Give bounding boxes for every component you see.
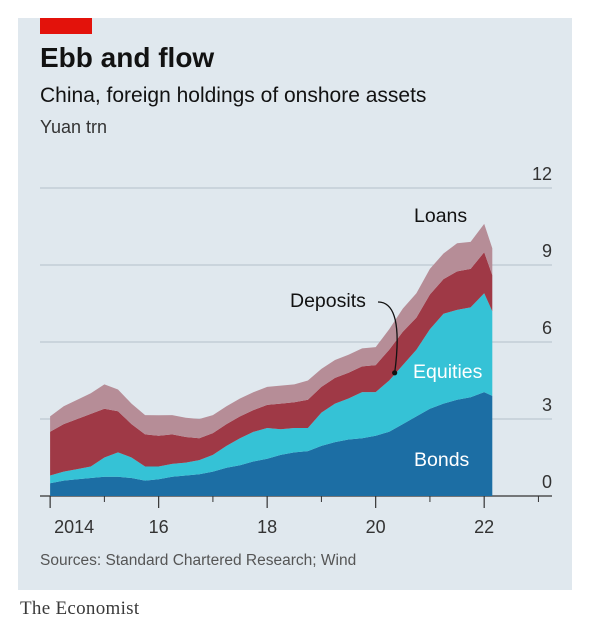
publisher-brand: The Economist bbox=[20, 598, 140, 619]
unit-label: Yuan trn bbox=[40, 117, 108, 137]
y-tick-label: 9 bbox=[542, 241, 552, 261]
label-loans: Loans bbox=[414, 205, 467, 227]
chart-subtitle: China, foreign holdings of onshore asset… bbox=[40, 84, 427, 107]
red-tag-decoration bbox=[40, 18, 92, 34]
label-deposits: Deposits bbox=[290, 290, 366, 312]
x-tick-label: 22 bbox=[474, 517, 494, 537]
deposits-arrow bbox=[377, 301, 398, 373]
x-tick-label: 16 bbox=[149, 517, 169, 537]
source-note: Sources: Standard Chartered Research; Wi… bbox=[40, 552, 357, 569]
label-equities: Equities bbox=[413, 361, 483, 383]
y-tick-label: 0 bbox=[542, 472, 552, 492]
x-axis: 2014 16 18 20 22 bbox=[49, 496, 539, 537]
area-series bbox=[50, 223, 493, 496]
y-axis-ticks: 0 3 6 9 12 bbox=[532, 164, 552, 492]
y-tick-label: 3 bbox=[542, 395, 552, 415]
area-loans bbox=[50, 223, 493, 439]
deposits-arrow-dot bbox=[392, 370, 398, 376]
label-bonds: Bonds bbox=[414, 449, 470, 471]
y-tick-label: 6 bbox=[542, 318, 552, 338]
x-tick-label: 20 bbox=[366, 517, 386, 537]
x-tick-label: 2014 bbox=[54, 517, 94, 537]
area-bonds bbox=[50, 392, 493, 496]
x-tick-label: 18 bbox=[257, 517, 277, 537]
series-labels: Loans Deposits Equities Bonds bbox=[290, 205, 483, 471]
y-tick-label: 12 bbox=[532, 164, 552, 184]
area-deposits bbox=[50, 252, 493, 476]
area-equities bbox=[50, 293, 493, 484]
chart-title: Ebb and flow bbox=[40, 42, 215, 73]
